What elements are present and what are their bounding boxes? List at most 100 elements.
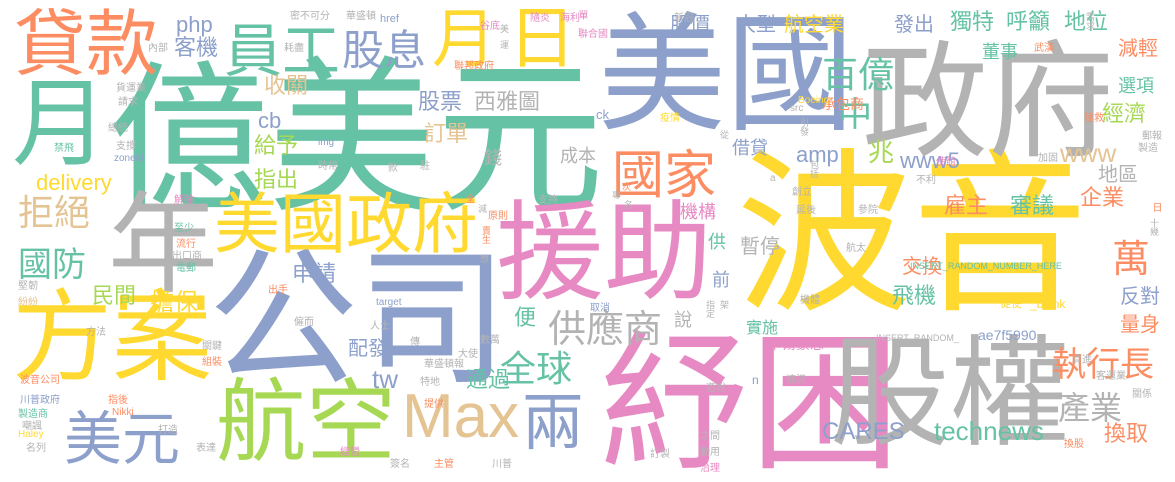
word-mingliexiang: 名列 [26,443,46,454]
word-boeing: Boeing [798,95,830,106]
word-dianyou: 電郵 [176,263,196,274]
word-fangfa: 方法 [86,327,106,338]
word-jiechu: 解除 [174,195,194,206]
word-meiguo: 美國 [598,1,855,150]
word-biaosu: 表達 [196,443,216,454]
word-peifa: 配發 [348,336,388,360]
word-mibukefen: 密不可分 [290,11,330,22]
word-shishi: 實施 [746,318,779,337]
word-yanchang: 延後 [796,205,816,216]
word-yuanzhu: 援助 [496,191,713,316]
word-chuanpu: 川普 [492,459,512,470]
word-zhijian: 之間 [700,431,720,442]
word-qiye: 企業 [1080,186,1125,211]
word-ri-small: 日 [1150,202,1161,212]
word-baiyi: 百億 [822,55,895,96]
word-zhengfu: 政府 [862,29,1114,176]
word-zhengjiu: 拯救 [1084,113,1104,124]
word-qian-word: 錢 [484,148,502,169]
word-blank: _blank [1030,297,1066,311]
word-gupiao: 股票 [418,90,463,115]
word-zhitian: 至少 [174,223,194,234]
word-haili: 海利 [560,13,580,24]
word-cares: CARES [822,418,905,445]
word-yi-big: 億 [108,46,269,233]
word-xuanxiang: 選項 [1118,76,1154,97]
word-dongshi: 董事 [982,42,1018,63]
word-jujue: 拒絕 [18,193,91,234]
word-ae7f5990: ae7f5990 [978,327,1037,343]
word-php: php [176,12,213,37]
word-diqu: 地區 [1098,162,1138,186]
word-guanjian: 關鍵 [202,341,222,352]
word-hangkong: 航空 [216,370,396,475]
word-shichang: 時常 [318,161,338,172]
word-zhizaoshang: 製造商 [18,409,48,420]
word-delivery: delivery [36,170,112,195]
word-meiguozhengfu: 美國政府 [214,186,478,263]
word-wuhan: 武漢 [1034,43,1054,54]
word-jixie: 機體 [800,295,820,306]
word-gong: 供 [708,232,726,253]
word-jinzhi: 禁飛 [54,143,74,154]
word-youxi: 遊說 [706,383,726,394]
word-dashi: 大使 [458,349,478,360]
word-dingzhi: 訂製 [650,449,670,460]
word-zuhe: 組裝 [202,357,222,368]
word-chuan: 傳 [410,337,420,348]
word-hangkongye: 航空業 [784,12,844,36]
word-duote: 獨特 [950,10,995,35]
word-zhili: 治理 [700,463,720,474]
word-huashengdun-top: 華盛頓 [346,11,376,22]
word-shenqing: 申請 [292,262,337,287]
word-guanxi: 關係 [1132,389,1152,400]
word-zhuguan: 主管 [434,459,454,470]
word-haley: Haley [18,429,44,440]
word-zhizao-right: 製造 [1138,143,1158,154]
word-hangtai: 航太 [846,243,866,254]
word-meiyuan-small: 美元 [64,405,181,473]
word-gujia: 股價 [670,12,710,36]
word-nikki: Nikki [112,407,134,418]
word-liang: 兩 [522,386,585,459]
word-chuangli: 創立 [792,187,812,198]
word-fangan: 方案 [12,279,212,396]
word-gongsi: 公司 [208,233,509,407]
word-cb: cb [258,108,282,133]
word-chukou: 出口商 [172,251,202,262]
word-shenyi: 審議 [1010,194,1055,219]
word-href: href [380,13,399,25]
word-qianming: 簽名 [390,459,410,470]
word-yuangong: 員工 [224,17,341,85]
word-haoqian: 耗盡 [284,43,304,54]
word-minjian: 民間 [92,284,137,309]
word-insert-long: INSERT_RANDOM_NUMBER_HERE [910,261,1062,271]
word-youji: 郵報 [1142,131,1162,142]
word-gongyingshang: 供應商 [548,307,663,351]
word-boyin-company: 波音公司 [20,375,60,386]
word-guofang: 國防 [18,245,86,285]
word-dashou: 出手 [268,285,288,296]
word-yue-left: 月 [12,68,108,180]
word-dazao: 打造 [158,425,178,436]
word-guquan: 股權 [830,325,1070,464]
word-jian: 減 [476,204,486,213]
word-feiji: 飛機 [892,284,937,309]
word-liuxing: 流行 [176,239,196,250]
word-jikun: 紓困 [600,318,901,482]
word-src: src [790,103,804,114]
word-guxi: 股息 [342,26,427,75]
word-chanye: 產業 [1058,389,1123,427]
word-xinguan: 新冠 [674,13,694,24]
word-jiedai: 借貸 [732,138,768,159]
word-huashengdun-bottom: 華盛頓報 [424,359,464,370]
word-www5: www5 [900,148,960,173]
word-jiaohuan: 交換 [902,254,942,278]
word-target: target [376,297,402,308]
word-shiguai: 使館 [936,157,956,168]
word-xuqiu: 需求 [1084,12,1094,30]
word-mei-small: 美 [498,24,508,33]
word-baohan: 包括 [808,160,818,178]
word-chuanpu-zhengfu: 川普政府 [20,395,60,406]
word-meiyuan-big: 美元 [268,41,604,237]
